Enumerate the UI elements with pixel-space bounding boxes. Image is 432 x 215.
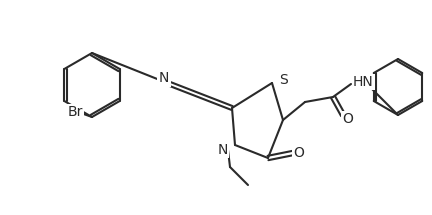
Text: O: O [294,146,305,160]
Text: O: O [343,112,353,126]
Text: N: N [159,72,169,86]
Text: Br: Br [68,105,83,119]
Text: HN: HN [353,75,374,89]
Text: N: N [218,143,228,157]
Text: S: S [279,73,288,87]
